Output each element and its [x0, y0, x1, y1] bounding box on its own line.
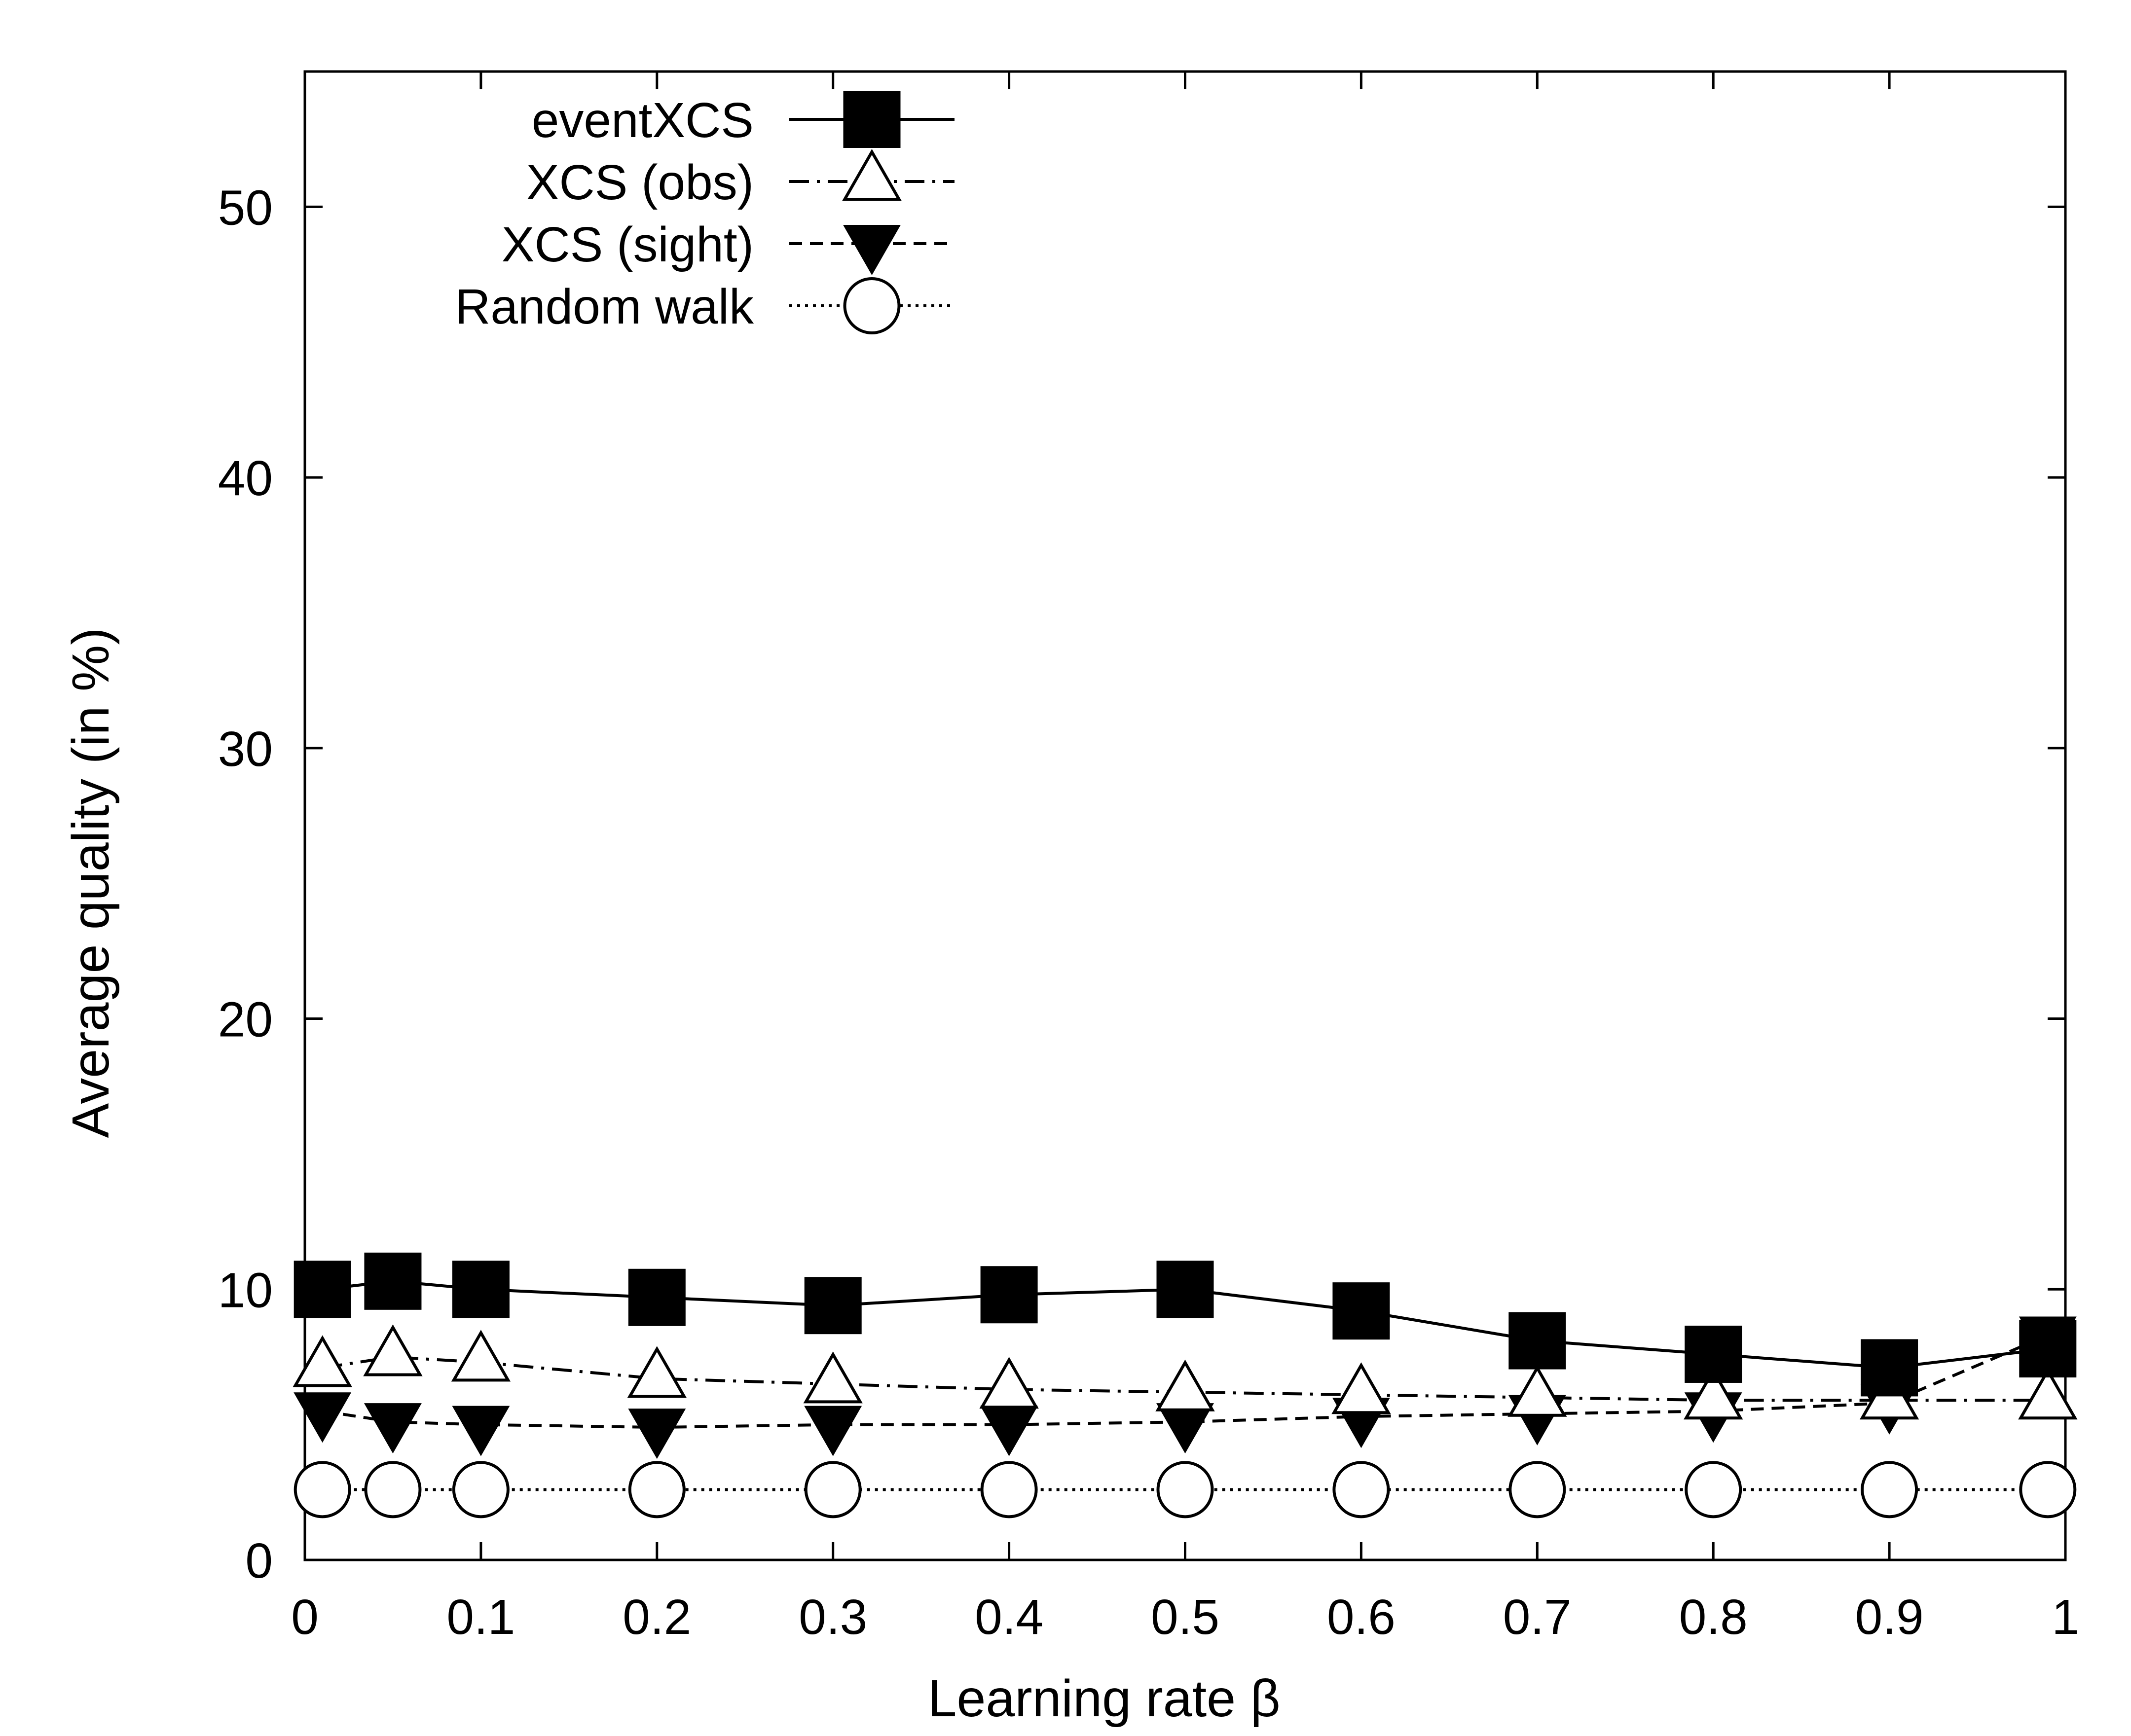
data-point: [979, 1357, 1039, 1409]
data-point: [364, 1252, 422, 1310]
x-tick-label: 1: [2052, 1590, 2079, 1645]
x-axis-label: Learning rate β: [927, 1669, 1280, 1728]
data-point: [1685, 1461, 1742, 1519]
x-tick-label: 0.3: [799, 1590, 867, 1645]
data-point: [1861, 1339, 1918, 1397]
data-point: [452, 1261, 510, 1318]
data-point: [2018, 1368, 2078, 1420]
legend-label: XCS (obs): [526, 155, 754, 210]
legend: eventXCS XCS (obs) XCS (sight) Random walk: [455, 91, 955, 334]
x-tick-label: 0.4: [975, 1590, 1043, 1645]
y-tick-label: 0: [245, 1533, 273, 1589]
legend-entry: eventXCS: [532, 91, 955, 148]
x-tick-label: 0.7: [1503, 1590, 1572, 1645]
data-point: [804, 1277, 862, 1335]
data-point: [1156, 1461, 1214, 1519]
x-tick-label: 0.6: [1327, 1590, 1396, 1645]
data-point: [452, 1406, 510, 1456]
data-point: [1508, 1461, 1566, 1519]
data-point: [1332, 1461, 1390, 1519]
data-point: [2019, 1320, 2077, 1377]
series-eventxcs: [294, 1252, 2077, 1397]
legend-entry: Random walk: [455, 277, 955, 334]
legend-marker: [843, 225, 901, 276]
legend-marker: [843, 277, 901, 334]
data-point: [628, 1409, 686, 1459]
x-tick-label: 0.1: [446, 1590, 515, 1645]
y-tick-label: 30: [218, 722, 273, 777]
data-point: [2019, 1461, 2077, 1519]
data-point: [1507, 1365, 1567, 1417]
data-point: [1861, 1461, 1918, 1519]
data-point: [803, 1351, 863, 1404]
data-point: [294, 1392, 352, 1443]
data-point: [1155, 1359, 1215, 1411]
data-point: [1332, 1282, 1390, 1340]
data-point: [1508, 1312, 1566, 1370]
x-tick-label: 0.2: [623, 1590, 691, 1645]
legend-marker: [843, 91, 901, 148]
data-point: [1684, 1368, 1743, 1420]
data-point: [363, 1324, 423, 1376]
data-point: [804, 1461, 862, 1519]
legend-label: XCS (sight): [502, 217, 754, 272]
data-point: [451, 1330, 511, 1382]
data-point: [452, 1461, 510, 1519]
series-random-walk: [294, 1461, 2077, 1519]
data-point: [804, 1406, 862, 1456]
data-point: [364, 1461, 422, 1519]
data-point: [628, 1461, 686, 1519]
data-point: [364, 1403, 422, 1454]
x-tick-label: 0: [291, 1590, 319, 1645]
series-xcs-obs: [293, 1324, 2078, 1420]
y-axis-label: Average quality (in %): [62, 627, 120, 1138]
series-line: [322, 1334, 2049, 1429]
data-point: [294, 1261, 351, 1318]
data-point: [980, 1461, 1038, 1519]
legend-entry: XCS (sight): [502, 217, 955, 276]
legend-label: eventXCS: [532, 93, 754, 148]
legend-marker: [842, 148, 902, 201]
y-tick-label: 20: [218, 992, 273, 1048]
x-tick-label: 0.5: [1151, 1590, 1219, 1645]
data-point: [294, 1461, 351, 1519]
legend-label: Random walk: [455, 279, 754, 334]
data-point: [293, 1335, 352, 1387]
data-point: [628, 1268, 686, 1326]
legend-entry: XCS (obs): [526, 148, 955, 210]
data-point: [1685, 1325, 1742, 1383]
y-tick-label: 40: [218, 451, 273, 506]
data-point: [1331, 1362, 1391, 1414]
x-tick-label: 0.8: [1679, 1590, 1748, 1645]
x-tick-label: 0.9: [1855, 1590, 1924, 1645]
data-point: [980, 1266, 1038, 1324]
series-layer: [293, 1252, 2078, 1519]
data-point: [1156, 1261, 1214, 1318]
y-tick-label: 50: [218, 180, 273, 235]
y-tick-label: 10: [218, 1263, 273, 1318]
data-point: [627, 1346, 687, 1398]
